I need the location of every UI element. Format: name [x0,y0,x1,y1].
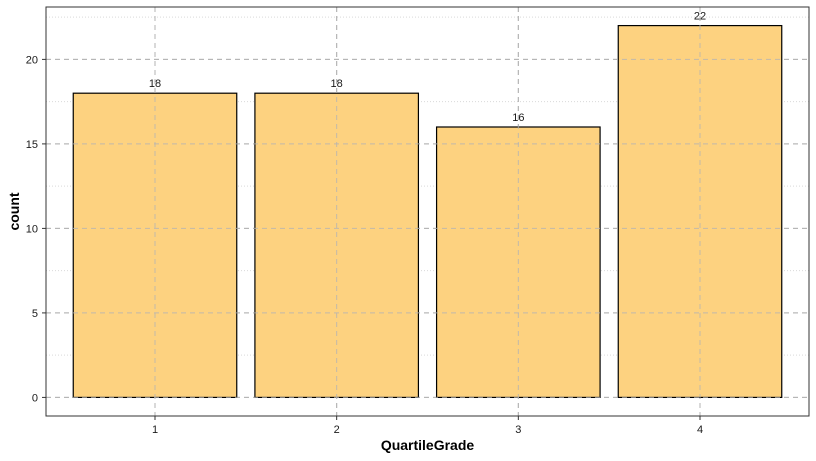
bars-group [72,24,783,399]
y-tick-label: 5 [32,308,38,320]
bar-data-label: 18 [149,78,161,90]
y-tick-label: 20 [26,54,38,66]
x-tick-label: 2 [334,424,340,436]
x-tick-label: 4 [697,424,703,436]
y-tick-label: 10 [26,223,38,235]
x-tick-label: 3 [515,424,521,436]
y-tick-label: 0 [32,392,38,404]
bar-data-label: 22 [694,11,706,23]
x-axis-ticks: 1 2 3 4 [152,416,703,436]
y-axis-ticks: 0 5 10 15 20 [26,54,46,404]
data-labels-group: 18 18 16 22 [46,7,809,416]
x-tick-label: 1 [152,424,158,436]
y-tick-label: 15 [26,139,38,151]
y-axis-title: count [6,192,22,230]
panel-border [45,6,810,417]
x-axis-title: QuartileGrade [381,437,475,453]
bar-data-label: 16 [512,112,524,124]
bar-data-label: 18 [331,78,343,90]
minor-gridlines [46,16,809,356]
